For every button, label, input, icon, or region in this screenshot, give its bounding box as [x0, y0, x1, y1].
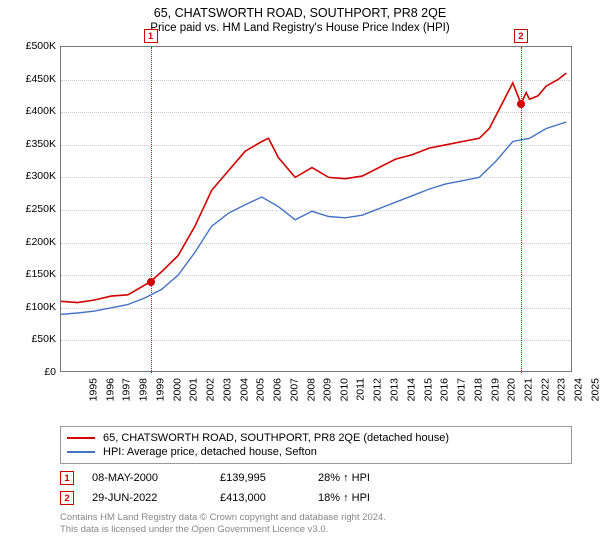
- x-tick-label: 2001: [188, 378, 200, 401]
- sale-price: £139,995: [220, 472, 300, 484]
- x-tick-label: 2017: [455, 378, 467, 401]
- x-tick-label: 2005: [255, 378, 267, 401]
- y-tick-label: £300K: [10, 170, 56, 182]
- x-tick-label: 2024: [573, 378, 585, 401]
- y-tick-label: £150K: [10, 268, 56, 280]
- x-tick-label: 1998: [138, 378, 150, 401]
- x-tick-label: 2016: [439, 378, 451, 401]
- chart-title: 65, CHATSWORTH ROAD, SOUTHPORT, PR8 2QE: [14, 6, 586, 20]
- sale-marker-num: 1: [60, 471, 74, 485]
- x-tick-label: 2002: [204, 378, 216, 401]
- x-tick-label: 2004: [238, 378, 250, 401]
- sale-row: 1 08-MAY-2000 £139,995 28% ↑ HPI: [60, 468, 572, 488]
- chart-subtitle: Price paid vs. HM Land Registry's House …: [14, 22, 586, 34]
- x-tick-label: 2003: [221, 378, 233, 401]
- footnote: Contains HM Land Registry data © Crown c…: [60, 512, 586, 537]
- x-tick-label: 2023: [556, 378, 568, 401]
- sale-hpi: 28% ↑ HPI: [318, 472, 398, 484]
- x-tick-label: 2014: [405, 378, 417, 401]
- x-tick-label: 2015: [422, 378, 434, 401]
- marker-label: 1: [144, 29, 158, 43]
- x-tick-label: 2007: [288, 378, 300, 401]
- x-tick-label: 2013: [389, 378, 401, 401]
- price-chart: 12£0£50K£100K£150K£200K£250K£300K£350K£4…: [14, 40, 586, 420]
- sale-marker-num: 2: [60, 491, 74, 505]
- y-tick-label: £50K: [10, 333, 56, 345]
- sale-row: 2 29-JUN-2022 £413,000 18% ↑ HPI: [60, 488, 572, 508]
- x-tick-label: 2008: [305, 378, 317, 401]
- marker-dot: [147, 278, 155, 286]
- x-tick-label: 1999: [154, 378, 166, 401]
- x-tick-label: 2021: [522, 378, 534, 401]
- sale-price: £413,000: [220, 492, 300, 504]
- x-tick-label: 2025: [589, 378, 600, 401]
- legend-swatch: [67, 451, 95, 453]
- series-hpi: [61, 122, 566, 314]
- legend-swatch: [67, 437, 95, 439]
- x-tick-label: 1997: [121, 378, 133, 401]
- legend: 65, CHATSWORTH ROAD, SOUTHPORT, PR8 2QE …: [60, 426, 572, 464]
- sale-date: 29-JUN-2022: [92, 492, 202, 504]
- x-tick-label: 1996: [104, 378, 116, 401]
- x-tick-label: 2011: [354, 378, 366, 401]
- x-tick-label: 2009: [322, 378, 334, 401]
- legend-label: 65, CHATSWORTH ROAD, SOUTHPORT, PR8 2QE …: [103, 432, 449, 444]
- x-tick-label: 2020: [506, 378, 518, 401]
- series-property: [61, 73, 566, 303]
- y-tick-label: £100K: [10, 301, 56, 313]
- legend-label: HPI: Average price, detached house, Seft…: [103, 446, 317, 458]
- x-tick-label: 2010: [338, 378, 350, 401]
- y-tick-label: £400K: [10, 105, 56, 117]
- legend-item: HPI: Average price, detached house, Seft…: [67, 445, 565, 459]
- y-tick-label: £450K: [10, 73, 56, 85]
- y-tick-label: £0: [10, 366, 56, 378]
- x-tick-label: 2019: [489, 378, 501, 401]
- x-tick-label: 2018: [472, 378, 484, 401]
- marker-label: 2: [514, 29, 528, 43]
- legend-item: 65, CHATSWORTH ROAD, SOUTHPORT, PR8 2QE …: [67, 431, 565, 445]
- y-tick-label: £250K: [10, 203, 56, 215]
- x-tick-label: 2012: [372, 378, 384, 401]
- sale-hpi: 18% ↑ HPI: [318, 492, 398, 504]
- x-tick-label: 2022: [539, 378, 551, 401]
- x-tick-label: 1995: [87, 378, 99, 401]
- x-tick-label: 2000: [171, 378, 183, 401]
- y-tick-label: £500K: [10, 40, 56, 52]
- y-tick-label: £350K: [10, 138, 56, 150]
- x-tick-label: 2006: [271, 378, 283, 401]
- sales-table: 1 08-MAY-2000 £139,995 28% ↑ HPI 2 29-JUN-202…: [60, 468, 572, 508]
- y-tick-label: £200K: [10, 236, 56, 248]
- marker-dot: [517, 100, 525, 108]
- sale-date: 08-MAY-2000: [92, 472, 202, 484]
